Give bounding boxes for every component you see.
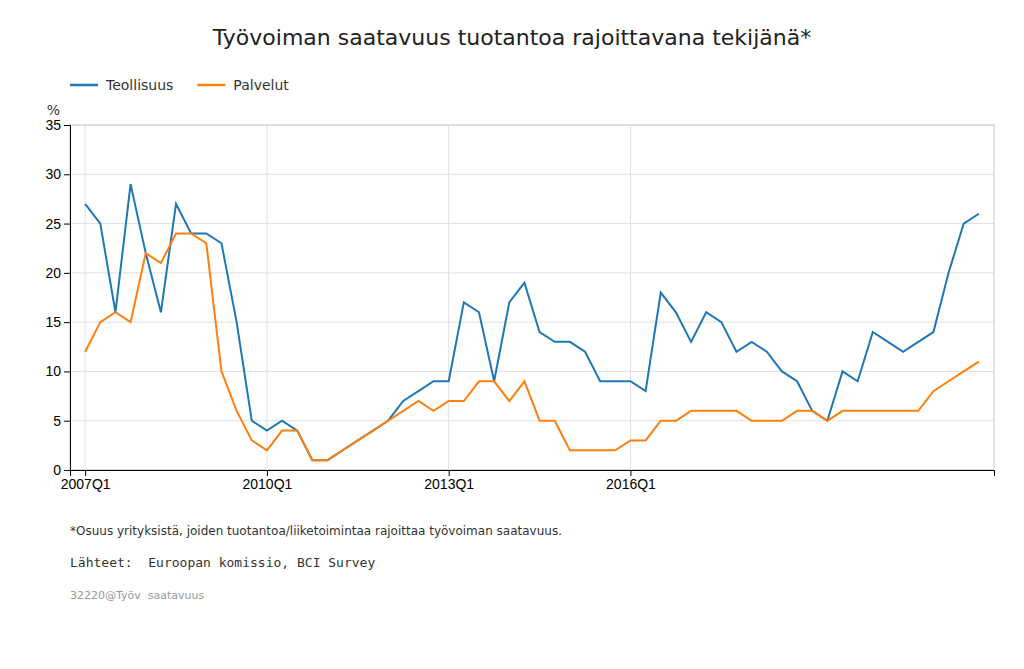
y-tick: 20 bbox=[45, 265, 70, 281]
y-tick-mark bbox=[64, 371, 70, 372]
legend-label: Teollisuus bbox=[105, 77, 173, 93]
x-axis-line bbox=[71, 471, 995, 477]
footnote: Lähteet: Euroopan komissio, BCI Survey bbox=[70, 555, 375, 570]
legend-item: Palvelut bbox=[197, 77, 289, 93]
y-tick-label: 20 bbox=[45, 265, 61, 281]
y-tick: 5 bbox=[53, 413, 70, 429]
y-tick-label: 35 bbox=[45, 117, 61, 133]
footnote: *Osuus yrityksistä, joiden tuotantoa/lii… bbox=[70, 524, 562, 538]
footnote: 32220@Työv saatavuus bbox=[70, 589, 204, 602]
series-line bbox=[85, 233, 979, 460]
y-tick: 25 bbox=[45, 216, 70, 232]
grid-line-x bbox=[448, 125, 449, 470]
y-axis-label: % bbox=[47, 102, 60, 118]
plot-frame bbox=[70, 125, 994, 470]
grid-line-y bbox=[70, 272, 994, 273]
x-tick-label: 2007Q1 bbox=[61, 476, 111, 492]
legend: Teollisuus Palvelut bbox=[70, 77, 289, 93]
x-tick: 2007Q1 bbox=[61, 470, 111, 492]
grid-line-x bbox=[266, 125, 267, 470]
y-tick-label: 30 bbox=[45, 166, 61, 182]
grid-line-x bbox=[85, 125, 86, 470]
legend-swatch bbox=[197, 84, 225, 87]
y-tick-mark bbox=[64, 470, 70, 471]
chart: 2007Q1 2010Q1 2013Q1 2016Q1 0 5 10 15 20 25 30 35% T… bbox=[0, 0, 1024, 669]
y-tick: 30 bbox=[45, 166, 70, 182]
y-tick-mark bbox=[64, 322, 70, 323]
y-tick-mark bbox=[64, 224, 70, 225]
grid-line-x bbox=[630, 125, 631, 470]
y-tick-label: 10 bbox=[45, 363, 61, 379]
x-tick: 2013Q1 bbox=[424, 470, 474, 492]
y-tick-mark bbox=[64, 125, 70, 126]
y-tick-mark bbox=[64, 421, 70, 422]
x-axis: 2007Q1 2010Q1 2013Q1 2016Q1 bbox=[61, 470, 995, 492]
y-tick-label: 25 bbox=[45, 216, 61, 232]
legend-item: Teollisuus bbox=[70, 77, 173, 93]
legend-swatch bbox=[70, 84, 98, 87]
y-tick: 0 bbox=[53, 462, 70, 478]
x-tick: 2016Q1 bbox=[606, 470, 656, 492]
y-tick-label: 15 bbox=[45, 314, 61, 330]
x-tick-label: 2016Q1 bbox=[606, 476, 656, 492]
grid bbox=[70, 125, 994, 470]
legend-label: Palvelut bbox=[233, 77, 289, 93]
title: Työvoiman saatavuus tuotantoa rajoittava… bbox=[212, 25, 811, 50]
grid-line-y bbox=[70, 322, 994, 323]
x-tick-label: 2013Q1 bbox=[424, 476, 474, 492]
y-tick-mark bbox=[64, 273, 70, 274]
lines bbox=[85, 184, 979, 460]
y-tick: 15 bbox=[45, 314, 70, 330]
y-tick: 10 bbox=[45, 363, 70, 379]
y-axis-line bbox=[64, 126, 71, 471]
grid-line-y bbox=[70, 174, 994, 175]
x-tick: 2010Q1 bbox=[243, 470, 293, 492]
y-axis: 0 5 10 15 20 25 30 35 bbox=[45, 117, 70, 478]
y-tick-mark bbox=[64, 174, 70, 175]
grid-line-y bbox=[70, 223, 994, 224]
series-line bbox=[85, 184, 979, 460]
x-tick-label: 2010Q1 bbox=[243, 476, 293, 492]
y-tick: 35 bbox=[45, 117, 70, 133]
grid-line-y bbox=[70, 420, 994, 421]
y-tick-label: 0 bbox=[53, 462, 61, 478]
y-tick-label: 5 bbox=[53, 413, 61, 429]
grid-line-y bbox=[70, 371, 994, 372]
